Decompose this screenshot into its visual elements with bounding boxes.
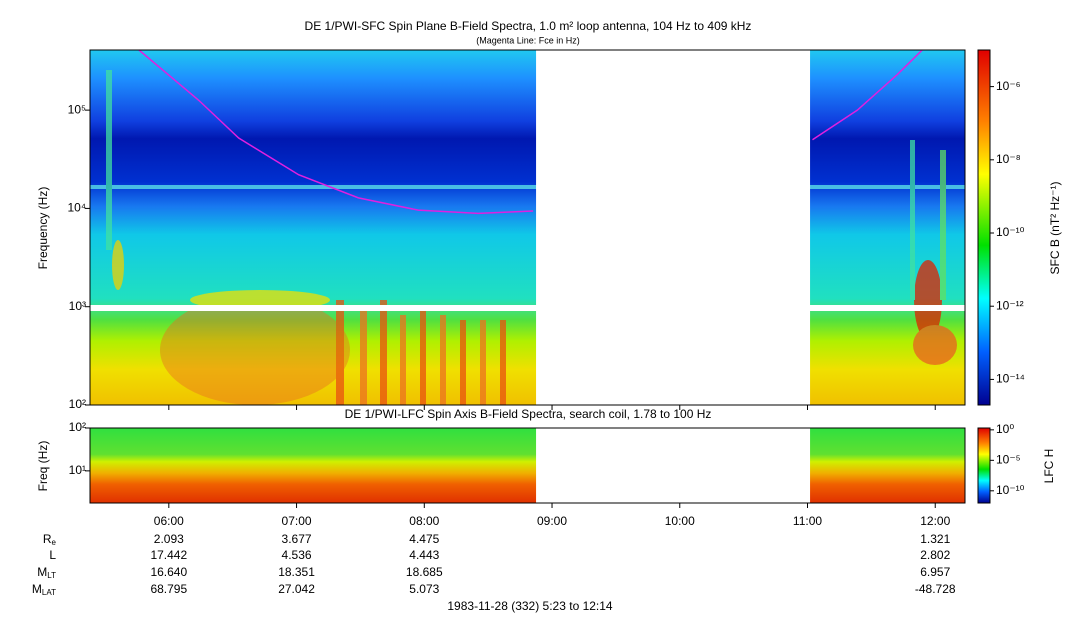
colorbar-tick-label: 10⁻¹⁰ <box>996 225 1025 239</box>
spectrogram-features <box>90 70 965 405</box>
y-tick-label: 10³ <box>69 299 86 313</box>
ephemeris-value: 5.073 <box>409 582 439 596</box>
y-axis-label: Frequency (Hz) <box>36 187 50 270</box>
y-axis-label: Freq (Hz) <box>36 441 50 492</box>
colorbar-tick-label: 10⁻⁵ <box>996 452 1021 466</box>
row-label-main: M <box>32 582 42 596</box>
ephemeris-value: 2.093 <box>154 532 184 546</box>
ephemeris-value: 1.321 <box>920 532 950 546</box>
data-gap <box>536 428 811 503</box>
y-tick-label: 10² <box>69 420 86 434</box>
x-tick-label: 08:00 <box>409 514 439 528</box>
colorbar-tick-label: 10⁻⁶ <box>996 79 1021 93</box>
band-separator <box>90 305 965 311</box>
spectrogram-image <box>90 428 965 503</box>
colorbar-tick-label: 10⁻¹⁰ <box>996 483 1025 497</box>
ephemeris-value: -48.728 <box>915 582 956 596</box>
chart-title: DE 1/PWI-SFC Spin Plane B-Field Spectra,… <box>305 19 752 33</box>
ephemeris-value: 17.442 <box>150 548 187 562</box>
footer: 1983-11-28 (332) 5:23 to 12:14 <box>447 599 613 613</box>
ephemeris-value: 18.351 <box>278 565 315 579</box>
colorbar-label: SFC B (nT² Hz⁻¹) <box>1048 182 1062 275</box>
row-label-main: R <box>43 532 52 546</box>
row-label: L <box>49 548 56 562</box>
fce-line <box>138 49 923 215</box>
x-tick-label: 12:00 <box>920 514 950 528</box>
spectrogram-image <box>90 50 965 405</box>
y-tick-label: 10⁴ <box>67 201 86 215</box>
x-tick-label: 07:00 <box>282 514 312 528</box>
row-label-main: M <box>37 565 47 579</box>
y-tick-label: 10² <box>69 397 86 411</box>
row-label-sub: LAT <box>42 588 56 597</box>
row-label-main: L <box>49 548 56 562</box>
data-gap <box>536 50 811 405</box>
ephemeris-value: 16.640 <box>150 565 187 579</box>
row-label-sub: e <box>52 538 57 547</box>
plot-frame <box>89 49 966 406</box>
row-label: MLAT <box>32 582 56 597</box>
chart-subtitle: (Magenta Line: Fce in Hz) <box>476 35 580 45</box>
colorbar <box>977 49 991 406</box>
colorbar <box>977 427 991 504</box>
x-tick-label: 11:00 <box>793 514 822 528</box>
colorbar-tick-label: 10⁻⁸ <box>996 152 1021 166</box>
ephemeris-value: 68.795 <box>150 582 187 596</box>
row-label: Re <box>43 532 57 547</box>
colorbar-tick-label: 10⁰ <box>996 422 1014 436</box>
ephemeris-value: 6.957 <box>920 565 950 579</box>
x-tick-label: 09:00 <box>537 514 567 528</box>
y-tick-label: 10⁵ <box>68 102 86 116</box>
ephemeris-value: 27.042 <box>278 582 315 596</box>
row-label-sub: LT <box>47 571 56 580</box>
y-tick-label: 10¹ <box>69 463 86 477</box>
ephemeris-value: 4.536 <box>282 548 312 562</box>
ephemeris-value: 2.802 <box>920 548 950 562</box>
colorbar-label: LFC H <box>1042 449 1056 484</box>
plot-frame <box>89 427 966 504</box>
row-label: MLT <box>37 565 56 580</box>
panel-title: DE 1/PWI-LFC Spin Axis B-Field Spectra, … <box>345 407 712 421</box>
ephemeris-value: 18.685 <box>406 565 443 579</box>
x-tick-label: 06:00 <box>154 514 184 528</box>
colorbar-tick-label: 10⁻¹² <box>996 298 1024 312</box>
ephemeris-value: 4.443 <box>409 548 439 562</box>
ephemeris-value: 3.677 <box>282 532 312 546</box>
colorbar-tick-label: 10⁻¹⁴ <box>996 372 1025 386</box>
ephemeris-value: 4.475 <box>409 532 439 546</box>
x-tick-label: 10:00 <box>665 514 695 528</box>
